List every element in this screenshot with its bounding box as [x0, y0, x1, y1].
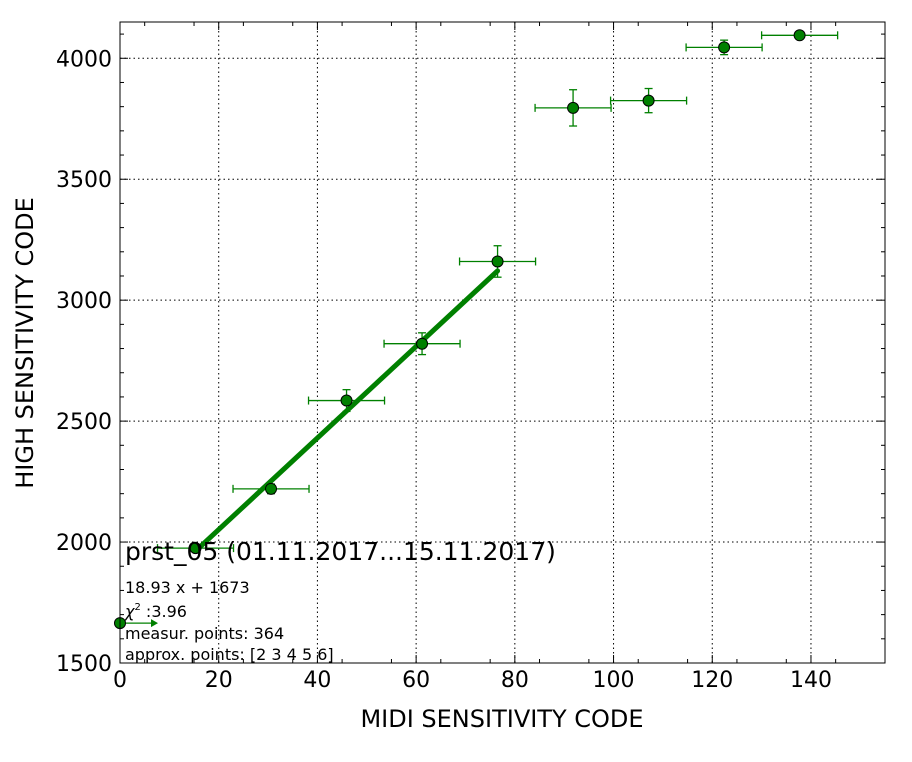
x-tick-label: 40 [303, 668, 331, 693]
data-point [189, 542, 202, 555]
data-point [567, 101, 580, 114]
y-tick-label: 3000 [56, 289, 112, 314]
data-point [793, 29, 806, 42]
data-point [340, 394, 353, 407]
x-tick-label: 100 [593, 668, 635, 693]
x-tick-label: 20 [205, 668, 233, 693]
data-point [642, 94, 655, 107]
y-tick-labels: 1500 2000 2500 3000 3500 4000 [56, 47, 112, 677]
chi-value: :3.96 [141, 602, 187, 621]
y-axis-label: HIGH SENSITIVITY CODE [11, 197, 39, 489]
y-tick-label: 3500 [56, 168, 112, 193]
y-tick-label: 4000 [56, 47, 112, 72]
x-tick-label: 60 [402, 668, 430, 693]
annotation-equation: 18.93 x + 1673 [125, 578, 250, 597]
x-tick-label: 120 [691, 668, 733, 693]
x-axis-label: MIDI SENSITIVITY CODE [360, 705, 643, 733]
chi-symbol: χ [124, 602, 135, 621]
x-tick-label: 0 [113, 668, 127, 693]
plot-background [120, 22, 885, 663]
y-tick-label: 1500 [56, 652, 112, 677]
annotation-measur-points: measur. points: 364 [125, 624, 284, 643]
minor-ticks [120, 22, 885, 663]
first-point-arrowhead [151, 619, 159, 628]
x-tick-label: 80 [501, 668, 529, 693]
annotation-block: prst_05 (01.11.2017...15.11.2017) 18.93 … [124, 537, 556, 664]
data-point [416, 337, 429, 350]
x-tick-labels: 0 20 40 60 80 100 120 140 [113, 668, 832, 693]
y-tick-label: 2500 [56, 410, 112, 435]
markers [114, 29, 806, 630]
annotation-title: prst_05 (01.11.2017...15.11.2017) [125, 537, 556, 566]
y-tick-label: 2000 [56, 531, 112, 556]
plot-frame [119, 21, 886, 664]
data-point [718, 41, 731, 54]
annotation-approx-points: approx. points: [2 3 4 5 6] [125, 645, 334, 664]
chi-exponent: 2 [134, 602, 140, 613]
annotation-chi-square: χ2 :3.96 [124, 602, 187, 621]
data-point [491, 255, 504, 268]
x-tick-label: 140 [790, 668, 832, 693]
data-point [265, 482, 278, 495]
